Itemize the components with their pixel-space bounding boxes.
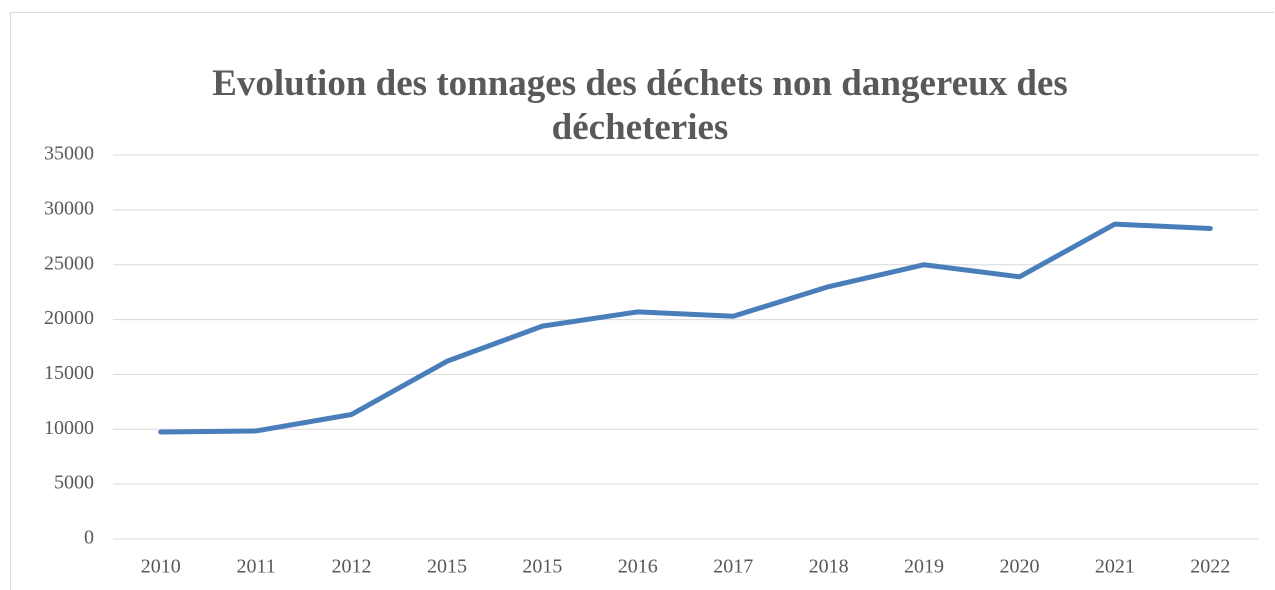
x-tick-label: 2012 [332, 556, 372, 578]
x-tick-label: 2021 [1095, 556, 1135, 578]
y-tick-label: 35000 [44, 143, 94, 165]
x-tick-label: 2018 [809, 556, 849, 578]
chart-frame [10, 12, 1274, 590]
x-tick-label: 2016 [618, 556, 658, 578]
x-tick-label: 2010 [141, 556, 181, 578]
x-tick-label: 2015 [522, 556, 562, 578]
x-tick-label: 2022 [1190, 556, 1230, 578]
line-series [158, 221, 1213, 435]
y-tick-label: 30000 [44, 197, 94, 219]
x-tick-label: 2019 [904, 556, 944, 578]
chart-title: Evolution des tonnages des déchets non d… [212, 63, 1068, 148]
x-tick-label: 2020 [999, 556, 1039, 578]
y-tick-label: 15000 [44, 362, 94, 384]
x-tick-label: 2011 [236, 556, 275, 578]
y-tick-label: 10000 [44, 417, 94, 439]
x-tick-label: 2017 [713, 556, 753, 578]
y-tick-label: 25000 [44, 252, 94, 274]
x-tick-label: 2015 [427, 556, 467, 578]
y-tick-label: 5000 [54, 472, 94, 494]
y-tick-label: 0 [84, 527, 94, 549]
y-tick-label: 20000 [44, 307, 94, 329]
